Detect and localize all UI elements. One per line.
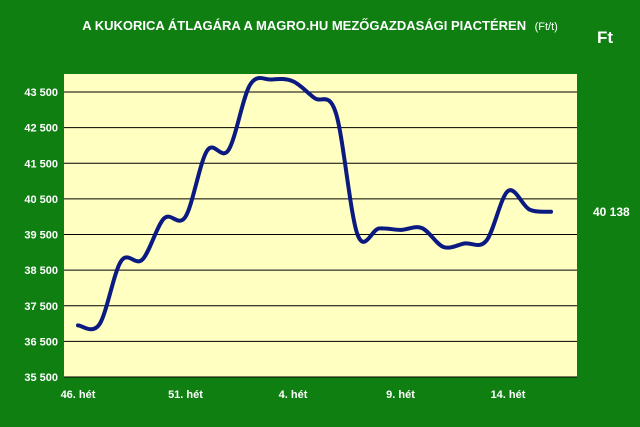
last-value-label: 40 138 — [593, 205, 630, 219]
x-tick-label: 4. hét — [279, 389, 308, 401]
y-unit-label: Ft — [597, 28, 613, 47]
plot-area — [64, 74, 577, 377]
y-tick-label: 36 500 — [24, 336, 58, 348]
x-tick-label: 51. hét — [168, 389, 203, 401]
x-tick-label: 9. hét — [386, 389, 415, 401]
y-tick-label: 43 500 — [24, 87, 58, 99]
y-tick-label: 39 500 — [24, 230, 58, 242]
data-points — [77, 79, 552, 326]
y-axis-ticks: 35 500 36 500 37 500 38 500 39 500 40 500 41 5… — [24, 87, 58, 384]
chart-title: A KUKORICA ÁTLAGÁRA A MAGRO.HU MEZŐGAZDA… — [82, 17, 558, 34]
gridlines — [64, 91, 577, 378]
x-tick-label: 46. hét — [61, 389, 96, 401]
chart-title-unit: (Ft/t) — [535, 21, 558, 33]
x-axis-ticks: 46. hét 51. hét 4. hét 9. hét 14. hét — [61, 389, 526, 401]
y-tick-label: 42 500 — [24, 123, 58, 135]
y-tick-label: 35 500 — [24, 372, 58, 384]
y-tick-label: 41 500 — [24, 158, 58, 170]
x-tick-label: 14. hét — [491, 389, 526, 401]
y-tick-label: 38 500 — [24, 265, 58, 277]
y-tick-label: 40 500 — [24, 194, 58, 206]
y-tick-label: 37 500 — [24, 301, 58, 313]
chart-title-main: A KUKORICA ÁTLAGÁRA A MAGRO.HU MEZŐGAZDA… — [82, 18, 526, 33]
